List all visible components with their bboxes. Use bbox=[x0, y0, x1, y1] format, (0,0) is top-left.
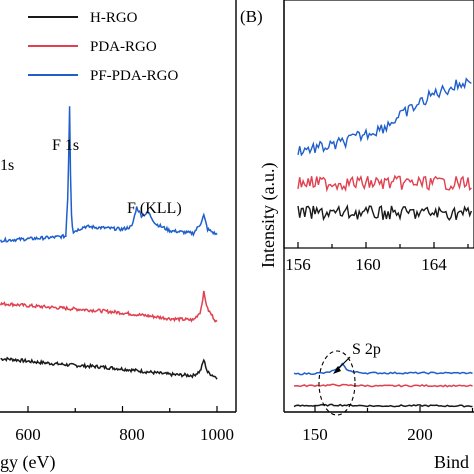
legend: H-RGO PDA-RGO PF-PDA-RGO bbox=[28, 10, 179, 84]
annotation-f1s: F 1s bbox=[52, 137, 79, 154]
legend-label-h-rgo: H-RGO bbox=[90, 10, 138, 26]
panel-b-label: (B) bbox=[240, 7, 263, 26]
tick-label-a-800: 800 bbox=[119, 425, 145, 444]
legend-label-pf-pda-rgo: PF-PDA-RGO bbox=[90, 68, 179, 84]
inset-series-pda-rgo bbox=[297, 174, 472, 193]
x-axis-label-b: Bind bbox=[434, 452, 469, 472]
inset-frame bbox=[283, 0, 474, 249]
inset-series-h-rgo bbox=[297, 204, 473, 222]
s2p-highlight-ellipse bbox=[318, 350, 356, 416]
annotation-1s: 1s bbox=[0, 157, 14, 174]
panel-b-ticks bbox=[314, 406, 474, 412]
series-line-a-pda-rgo bbox=[0, 290, 218, 323]
series-line-a-h-rgo bbox=[0, 356, 218, 380]
series-line-a-pf-pda-rgo bbox=[0, 106, 218, 243]
annotation-fkll: F (KLL) bbox=[127, 200, 182, 217]
tick-label-b-150: 150 bbox=[302, 425, 328, 444]
y-axis-label-b: Intensity (a.u.) bbox=[258, 163, 279, 268]
inset-series-group bbox=[297, 77, 473, 222]
inset-tick-label-160: 160 bbox=[355, 255, 381, 274]
tick-label-a-1000: 1000 bbox=[200, 425, 234, 444]
panel-b: (B) Intensity (a.u.) 156 160 164 S 2p 15… bbox=[240, 0, 474, 472]
x-axis-label-a: gy (eV) bbox=[0, 452, 55, 473]
series-line-b-pf-pda-rgo bbox=[293, 362, 473, 376]
tick-label-a-600: 600 bbox=[15, 425, 41, 444]
panel-a-ticks bbox=[27, 406, 218, 412]
inset-tick-label-156: 156 bbox=[285, 255, 311, 274]
legend-label-pda-rgo: PDA-RGO bbox=[90, 39, 157, 55]
panel-a-series-group bbox=[0, 106, 218, 380]
inset-tick-label-164: 164 bbox=[421, 255, 447, 274]
inset-ticks bbox=[297, 242, 469, 248]
series-line-b-h-rgo bbox=[293, 403, 473, 408]
annotation-s2p: S 2p bbox=[352, 341, 381, 358]
panel-a: H-RGO PDA-RGO PF-PDA-RGO 1s F 1s F (KLL)… bbox=[0, 0, 237, 473]
inset-series-pf-pda-rgo bbox=[297, 77, 472, 157]
s2p-arrow-head bbox=[333, 366, 341, 374]
series-line-b-pda-rgo bbox=[293, 383, 473, 388]
tick-label-b-200: 200 bbox=[407, 425, 433, 444]
